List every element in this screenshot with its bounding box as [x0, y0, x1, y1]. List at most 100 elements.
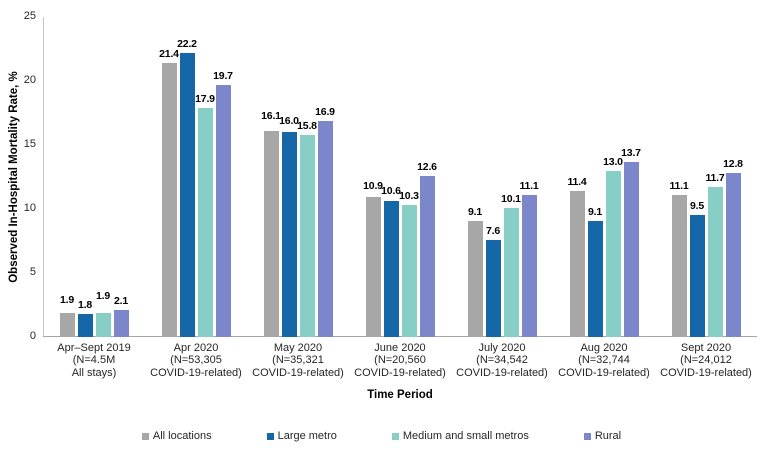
bar-value-label: 17.9: [195, 92, 215, 105]
x-axis-line: [43, 336, 757, 337]
bar-value-label: 12.6: [417, 160, 437, 173]
bar: [383, 201, 399, 337]
legend: All locations Large metro Medium and small…: [0, 430, 763, 442]
x-category-label-line: COVID-19-related): [150, 366, 242, 379]
bar: [485, 239, 501, 337]
bar-value-label: 10.9: [363, 180, 383, 193]
bar-value-label: 11.7: [705, 172, 725, 185]
legend-label: Rural: [594, 430, 622, 442]
y-tick-label: 5: [29, 266, 36, 278]
legend-item: Large metro: [266, 430, 337, 442]
bar-value-label: 10.3: [399, 190, 419, 203]
y-tick-label: 10: [23, 202, 36, 214]
legend-label: All locations: [152, 430, 212, 442]
x-category-label: July 2020 (N=34,542 COVID-19-related): [447, 342, 557, 379]
bar-value-label: 10.6: [381, 185, 401, 198]
bar: [59, 312, 75, 337]
x-category-label: June 2020 (N=20,560 COVID-19-related): [345, 342, 455, 379]
x-category-label-line: (N=35,321: [272, 354, 324, 367]
bar-value-label: 16.0: [279, 114, 299, 127]
bar-value-label: 11.4: [567, 176, 587, 189]
bar-value-label: 16.1: [261, 109, 281, 122]
bar: [623, 161, 639, 337]
x-category-label-line: (N=4.5M: [72, 354, 116, 367]
x-category-label-line: Apr–Sept 2019: [57, 342, 131, 354]
y-tick-label: 15: [23, 138, 36, 150]
x-category-label-line: (N=24,012: [680, 354, 732, 367]
x-category-label-line: COVID-19-related): [456, 366, 548, 379]
x-category-label: Apr–Sept 2019 (N=4.5M All stays): [39, 342, 149, 379]
legend-swatch: [391, 432, 399, 440]
bar-value-label: 22.2: [177, 37, 197, 50]
x-axis-title: Time Period: [367, 389, 433, 401]
legend-label: Medium and small metros: [402, 430, 529, 442]
bar: [215, 84, 231, 337]
bar: [503, 207, 519, 337]
legend-swatch: [141, 432, 149, 440]
x-category-label-line: July 2020: [478, 342, 526, 354]
x-category-label: Sept 2020 (N=24,012 COVID-19-related): [651, 342, 761, 379]
bar-value-label: 11.1: [669, 179, 689, 192]
bar: [467, 220, 483, 337]
x-category-label: May 2020 (N=35,321 COVID-19-related): [243, 342, 353, 379]
bar: [179, 52, 195, 337]
y-tick-label: 20: [23, 74, 36, 86]
bar-value-label: 9.5: [690, 200, 704, 213]
bar: [401, 205, 417, 337]
x-category-label: Apr 2020 (N=53,305 COVID-19-related): [141, 342, 251, 379]
legend-item: All locations: [141, 430, 212, 442]
bar: [197, 107, 213, 337]
bar: [587, 220, 603, 337]
x-category-label-line: Aug 2020: [580, 342, 628, 354]
bar: [689, 215, 705, 337]
x-category-label-line: COVID-19-related): [660, 366, 752, 379]
bar-value-label: 11.1: [519, 179, 539, 192]
legend-item: Rural: [583, 430, 622, 442]
bar-value-label: 13.7: [621, 146, 641, 159]
bar: [707, 187, 723, 337]
x-category-label: Aug 2020 (N=32,744 COVID-19-related): [549, 342, 659, 379]
x-category-label-line: COVID-19-related): [558, 366, 650, 379]
bar: [263, 130, 279, 337]
legend-swatch: [266, 432, 274, 440]
bar-value-label: 21.4: [159, 48, 179, 61]
x-category-label-line: Apr 2020: [173, 342, 219, 354]
y-tick-label: 0: [29, 330, 36, 342]
bar-value-label: 12.8: [723, 158, 743, 171]
bar-value-label: 13.0: [603, 155, 623, 168]
bar: [299, 134, 315, 337]
bar: [569, 191, 585, 337]
bar: [605, 170, 621, 337]
legend-item: Medium and small metros: [391, 430, 529, 442]
bar-value-label: 16.9: [315, 105, 335, 118]
bar: [281, 132, 297, 337]
x-category-label-line: COVID-19-related): [354, 366, 446, 379]
y-axis-line: [43, 17, 44, 337]
bar-value-label: 19.7: [213, 69, 233, 82]
bar: [77, 313, 93, 337]
y-tick-label: 25: [23, 10, 36, 22]
x-category-label-line: (N=20,560: [374, 354, 426, 367]
bar: [113, 310, 129, 337]
x-category-label-line: Sept 2020: [680, 342, 732, 354]
bar: [521, 194, 537, 337]
legend-swatch: [583, 432, 591, 440]
bar-value-label: 15.8: [297, 119, 317, 132]
bar-value-label: 9.1: [468, 205, 482, 218]
bar-value-label: 1.8: [78, 298, 92, 311]
x-category-label-line: June 2020: [374, 342, 426, 354]
bar-value-label: 1.9: [96, 290, 110, 303]
bar: [317, 120, 333, 337]
bar-value-label: 1.9: [60, 293, 74, 306]
x-category-label-line: (N=32,744: [578, 354, 630, 367]
x-category-label-line: All stays): [71, 366, 117, 379]
bar: [419, 175, 435, 337]
bar-value-label: 7.6: [486, 224, 500, 237]
bar-value-label: 9.1: [588, 205, 602, 218]
bar: [161, 63, 177, 337]
bar-value-label: 2.1: [114, 295, 128, 308]
x-category-label-line: (N=34,542: [476, 354, 528, 367]
bar: [95, 312, 111, 337]
y-axis-title: Observed In-Hospital Mortality Rate, %: [8, 71, 20, 283]
